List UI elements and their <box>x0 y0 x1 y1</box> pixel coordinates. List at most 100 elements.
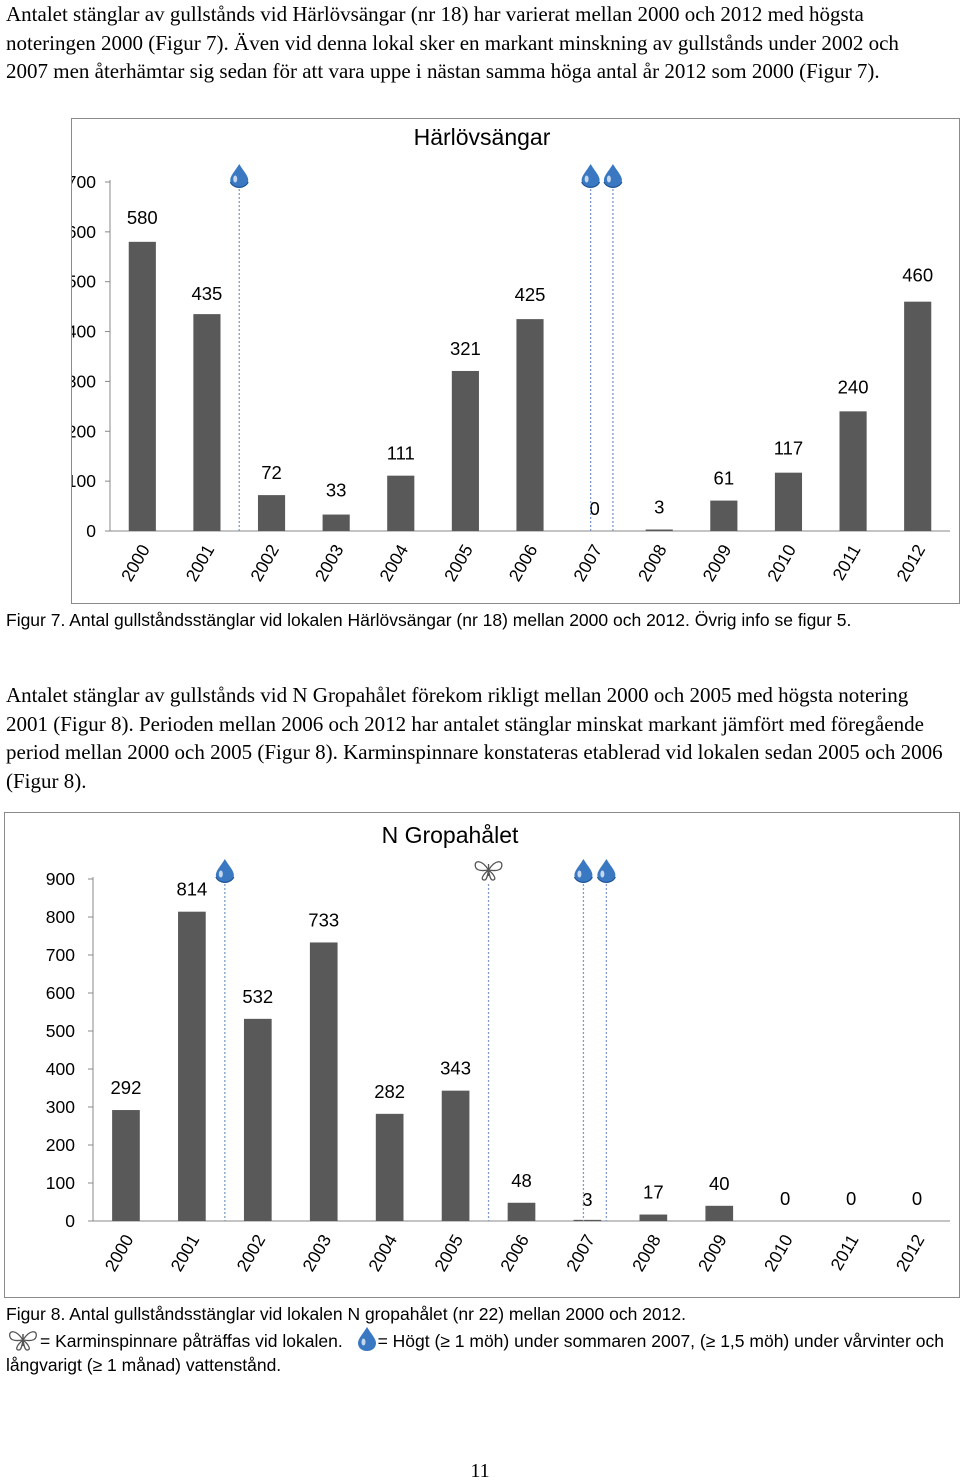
bar-2001 <box>178 911 206 1221</box>
bar-2009 <box>710 500 738 531</box>
water-drop-icon <box>357 1327 376 1351</box>
x-tick-label-2003: 2003 <box>298 1231 335 1275</box>
bar-2002 <box>243 1018 272 1221</box>
n-gropahalet-bar-chart: N Gropahålet0100200300400500600700800900… <box>46 822 950 1275</box>
data-label-2000: 580 <box>127 207 158 228</box>
water-drop-icon <box>596 859 616 883</box>
bar-2005 <box>441 1090 470 1221</box>
y-tick-label: 300 <box>72 371 96 391</box>
data-label-2007: 0 <box>589 498 599 519</box>
y-tick-label: 900 <box>46 869 75 889</box>
y-tick-label: 200 <box>72 421 96 441</box>
y-tick-label: 200 <box>46 1135 75 1155</box>
data-label-2008: 3 <box>654 497 664 518</box>
data-label-2004: 111 <box>387 443 415 464</box>
bar-2003 <box>322 514 350 531</box>
x-tick-label-2002: 2002 <box>246 541 283 585</box>
figure8-caption: Figur 8. Antal gullståndsstänglar vid lo… <box>6 1302 951 1375</box>
bar-2003 <box>309 942 338 1221</box>
data-label-2001: 814 <box>176 879 207 900</box>
water-drop-icon <box>229 164 249 188</box>
data-label-2009: 61 <box>714 468 735 489</box>
water-drop-icon <box>215 859 235 883</box>
x-tick-label-2007: 2007 <box>569 541 606 585</box>
bar-2005 <box>451 370 479 531</box>
y-tick-label: 400 <box>46 1059 75 1079</box>
legend-butterfly-text: = Karminspinnare påträffas vid lokalen. <box>40 1331 343 1351</box>
y-tick-label: 800 <box>46 907 75 927</box>
water-drop-icon <box>603 164 623 188</box>
x-tick-label-2011: 2011 <box>828 541 864 584</box>
bar-2000 <box>128 241 156 531</box>
y-tick-label: 700 <box>72 172 96 192</box>
data-label-2012: 460 <box>902 265 933 286</box>
bar-2000 <box>112 1110 140 1221</box>
bar-2009 <box>705 1205 734 1221</box>
bar-2001 <box>193 314 221 531</box>
y-tick-label: 500 <box>72 272 96 292</box>
figure8-caption-line1: Figur 8. Antal gullståndsstänglar vid lo… <box>6 1304 686 1324</box>
x-tick-label-2009: 2009 <box>699 541 736 585</box>
paragraph-harlovsangar: Antalet stänglar av gullstånds vid Härlö… <box>6 2 899 83</box>
chart-title: Härlövsängar <box>414 124 551 150</box>
x-tick-label-2000: 2000 <box>101 1231 138 1275</box>
data-label-2009: 40 <box>709 1173 730 1194</box>
x-tick-label-2001: 2001 <box>167 1231 204 1275</box>
data-label-2005: 343 <box>440 1058 471 1079</box>
butterfly-icon <box>9 1331 37 1351</box>
data-label-2006: 48 <box>511 1170 532 1191</box>
data-label-2002: 532 <box>242 986 273 1007</box>
bar-2006 <box>516 319 544 531</box>
x-tick-label-2011: 2011 <box>826 1231 862 1274</box>
x-tick-label-2006: 2006 <box>496 1231 533 1275</box>
x-tick-label-2003: 2003 <box>311 541 348 585</box>
data-label-2011: 240 <box>838 376 869 397</box>
bar-2011 <box>839 411 867 531</box>
bar-2008 <box>639 1214 668 1221</box>
data-label-2010: 0 <box>780 1188 790 1209</box>
y-tick-label: 100 <box>72 471 96 491</box>
bar-2004 <box>375 1113 404 1221</box>
x-tick-label-2006: 2006 <box>505 541 542 585</box>
data-label-2000: 292 <box>111 1077 142 1098</box>
x-tick-label-2005: 2005 <box>430 1231 467 1275</box>
bar-2002 <box>257 495 286 531</box>
figure8-legend: = Karminspinnare påträffas vid lokalen. … <box>6 1326 951 1375</box>
x-tick-label-2005: 2005 <box>440 541 477 585</box>
butterfly-icon <box>474 861 503 881</box>
data-label-2004: 282 <box>374 1081 405 1102</box>
x-tick-label-2012: 2012 <box>892 1231 929 1275</box>
bar-2007 <box>573 1219 602 1221</box>
data-label-2008: 17 <box>643 1182 664 1203</box>
y-tick-label: 500 <box>46 1021 75 1041</box>
y-tick-label: 0 <box>65 1211 75 1231</box>
x-tick-label-2004: 2004 <box>364 1231 401 1275</box>
x-tick-label-2007: 2007 <box>562 1231 599 1275</box>
water-drop-icon <box>573 859 593 883</box>
data-label-2011: 0 <box>846 1188 856 1209</box>
chart-harlovsangar: Härlövsängar 0 100 200 300 400 500 600 700 580 200… <box>71 118 960 604</box>
y-tick-label: 700 <box>46 945 75 965</box>
y-tick-label: 0 <box>86 521 96 541</box>
chart-n-gropahalet: N Gropahålet 0 100 200 300 400 500 600 700 800 900… <box>4 812 960 1298</box>
bar-2010 <box>774 472 803 531</box>
y-tick-label: 600 <box>72 222 96 242</box>
data-label-2003: 733 <box>308 909 339 930</box>
data-label-2010: 117 <box>774 438 804 459</box>
legend-water-text: = Högt (≥ 1 möh) under sommaren 2007, (≥… <box>6 1331 944 1375</box>
data-label-2006: 425 <box>515 284 546 305</box>
x-tick-label-2010: 2010 <box>763 541 800 585</box>
x-tick-label-2004: 2004 <box>375 541 412 585</box>
figure7-caption: Figur 7. Antal gullståndsstänglar vid lo… <box>6 610 852 630</box>
bar-2004 <box>387 475 415 531</box>
bar-2012 <box>904 301 932 531</box>
y-tick-label: 100 <box>46 1173 75 1193</box>
bar-2006 <box>507 1202 536 1221</box>
data-label-2007: 3 <box>582 1189 592 1210</box>
water-drop-icon <box>581 164 601 188</box>
data-label-2001: 435 <box>191 283 222 304</box>
data-label-2002: 72 <box>261 462 282 483</box>
bar-2008 <box>645 529 673 531</box>
x-tick-label-2008: 2008 <box>628 1231 665 1275</box>
y-tick-label: 400 <box>72 322 96 342</box>
